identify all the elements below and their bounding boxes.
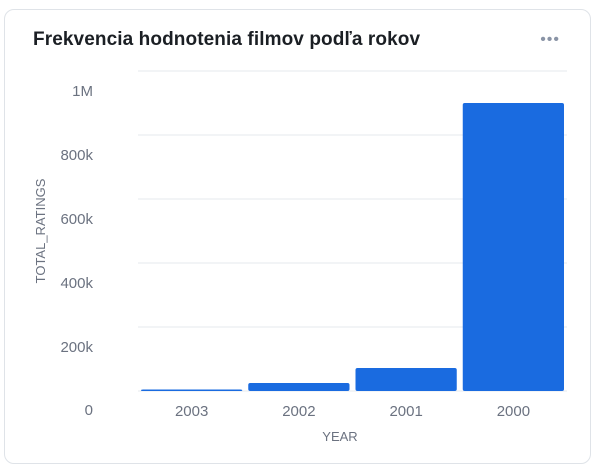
y-axis-ticks: 0 200k 400k 600k 800k 1M [60, 83, 93, 419]
bar-2002[interactable] [248, 383, 350, 391]
y-tick-label: 600k [60, 211, 93, 228]
y-axis-label: TOTAL_RATINGS [33, 178, 48, 283]
x-tick-label: 2002 [282, 403, 315, 420]
bar-2000[interactable] [462, 103, 564, 391]
bars [141, 103, 564, 391]
x-tick-label: 2001 [389, 403, 422, 420]
y-tick-label: 1M [72, 83, 93, 100]
x-tick-label: 2000 [497, 403, 530, 420]
x-axis-ticks: 2003 2002 2001 2000 [175, 403, 530, 420]
y-tick-label: 400k [60, 275, 93, 292]
bar-2003[interactable] [141, 389, 243, 392]
y-tick-label: 200k [60, 339, 93, 356]
y-tick-label: 800k [60, 147, 93, 164]
more-horizontal-icon[interactable]: ••• [540, 31, 560, 48]
x-tick-label: 2003 [175, 403, 208, 420]
chart-title: Frekvencia hodnotenia filmov podľa rokov [33, 29, 421, 50]
y-tick-label: 0 [85, 402, 93, 419]
x-axis-label: YEAR [322, 429, 357, 444]
bar-2001[interactable] [355, 367, 457, 391]
